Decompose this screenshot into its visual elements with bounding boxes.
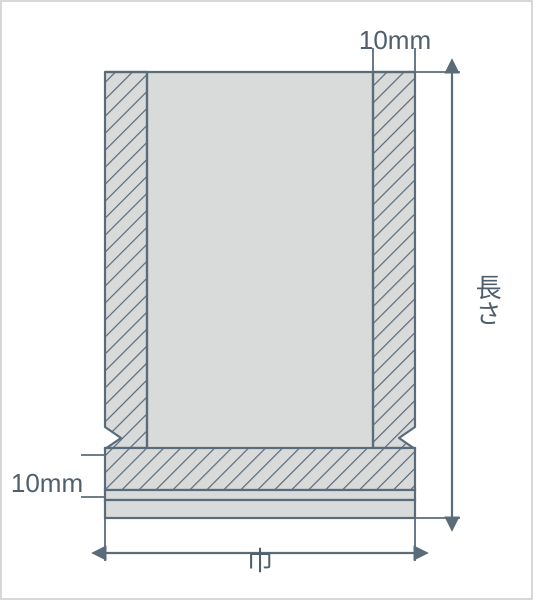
width-label: 巾 — [247, 546, 273, 576]
bottom-strip — [105, 500, 415, 518]
left-side-seal — [105, 72, 147, 449]
bottom-seal-label: 10mm — [11, 468, 83, 498]
bag-interior — [147, 72, 373, 448]
top-seal-label: 10mm — [359, 25, 431, 55]
height-label: 長さ — [472, 274, 502, 326]
right-side-seal — [373, 72, 415, 449]
bottom-gap — [105, 490, 415, 500]
bottom-seal — [105, 448, 415, 490]
